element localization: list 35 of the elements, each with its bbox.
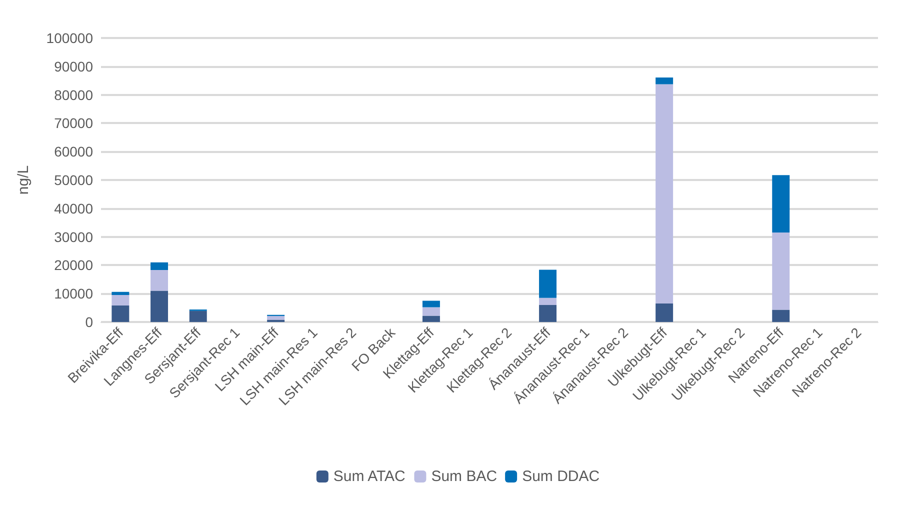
y-tick-label: 40000 [54,200,94,216]
legend-label: Sum ATAC [333,468,406,485]
y-tick-label: 0 [85,314,94,330]
bar [539,270,557,298]
bar [150,270,168,291]
y-tick-label: 20000 [54,257,94,274]
y-tick-label: 80000 [54,86,94,103]
bar [656,77,674,84]
y-tick-label: 10000 [54,286,94,302]
bar [112,306,130,322]
bar [422,307,440,316]
y-tick-label: 70000 [54,115,94,132]
bar [772,175,790,233]
bar [772,232,790,310]
bar [112,295,130,306]
bar [150,262,168,270]
bar [539,304,557,322]
bar [267,316,285,320]
legend-label: Sum DDAC [522,468,600,485]
y-tick-label: 60000 [54,144,94,160]
bar [189,310,207,322]
y-tick-label: 30000 [54,228,94,245]
legend-label: Sum BAC [431,468,498,485]
y-tick-label: 100000 [46,30,94,46]
y-tick-label: 90000 [54,58,94,74]
y-tick-label: 50000 [54,172,94,188]
bar [422,300,440,308]
bar [422,316,440,322]
bar [112,292,130,296]
bar [539,298,557,305]
bar [656,84,674,304]
bar [772,310,790,322]
bar [656,304,674,322]
y-axis-title: ng/L [15,165,32,195]
bar [150,290,168,322]
